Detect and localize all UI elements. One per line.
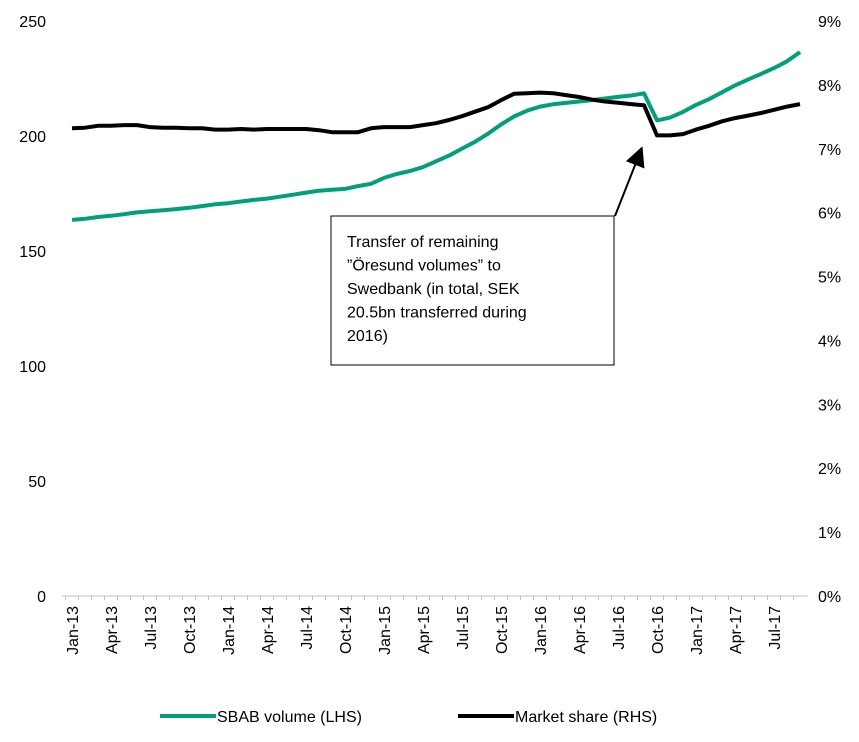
y2-tick-label: 4%	[818, 333, 841, 350]
y-tick-label: 0	[37, 589, 46, 606]
x-tick-label: Jul-15	[455, 606, 472, 650]
y-tick-label: 50	[28, 474, 46, 491]
x-tick-label: Jul-13	[143, 606, 160, 650]
annotation-text: Swedbank (in total, SEK	[347, 281, 520, 298]
x-tick-label: Apr-17	[728, 606, 745, 654]
y-tick-label: 100	[19, 359, 46, 376]
y-tick-label: 250	[19, 14, 46, 31]
x-tick-label: Jan-16	[533, 606, 550, 655]
y2-tick-label: 0%	[818, 589, 841, 606]
x-tick-label: Jul-16	[611, 606, 628, 650]
series-line	[71, 50, 802, 222]
annotation-box	[330, 215, 615, 366]
y2-tick-label: 7%	[818, 142, 841, 159]
x-tick-label: Jan-17	[689, 606, 706, 655]
y2-tick-label: 6%	[818, 206, 841, 223]
annotation-text: 20.5bn transferred during	[347, 305, 527, 322]
x-tick-label: Apr-16	[572, 606, 589, 654]
x-tick-label: Apr-15	[416, 606, 433, 654]
x-tick-label: Jul-17	[767, 606, 784, 650]
x-tick-label: Oct-14	[338, 606, 355, 654]
x-tick-label: Oct-16	[650, 606, 667, 654]
x-tick-label: Oct-13	[182, 606, 199, 654]
y-tick-label: 150	[19, 244, 46, 261]
x-tick-label: Apr-14	[260, 606, 277, 654]
x-tick-label: Jan-13	[65, 606, 82, 655]
annotation-text: Transfer of remaining	[347, 234, 498, 251]
y2-tick-label: 9%	[818, 14, 841, 31]
y-tick-label: 200	[19, 129, 46, 146]
annotation-text: ”Öresund volumes” to	[347, 257, 501, 275]
x-tick-label: Jan-14	[221, 606, 238, 655]
y2-tick-label: 1%	[818, 525, 841, 542]
y2-tick-label: 5%	[818, 270, 841, 287]
legend-label: SBAB volume (LHS)	[217, 709, 362, 726]
annotation-text: 2016)	[347, 328, 388, 345]
y2-tick-label: 2%	[818, 461, 841, 478]
x-tick-label: Apr-13	[104, 606, 121, 654]
x-tick-label: Jul-14	[299, 606, 316, 650]
annotation-arrow	[614, 146, 645, 217]
y2-tick-label: 3%	[818, 397, 841, 414]
series-line	[71, 90, 801, 138]
y2-tick-label: 8%	[818, 78, 841, 95]
x-tick-label: Jan-15	[377, 606, 394, 655]
x-tick-label: Oct-15	[494, 606, 511, 654]
legend-label: Market share (RHS)	[515, 709, 657, 726]
